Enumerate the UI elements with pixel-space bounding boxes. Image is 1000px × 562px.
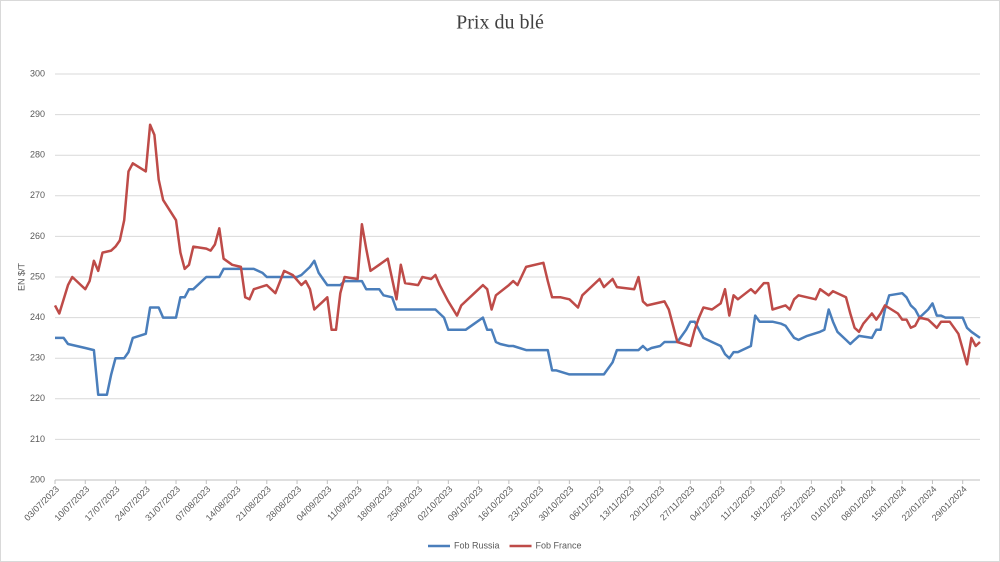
y-tick-label: 210 <box>30 434 45 444</box>
y-axis-label: EN $/T <box>16 262 26 291</box>
y-tick-label: 260 <box>30 231 45 241</box>
y-tick-label: 290 <box>30 109 45 119</box>
y-tick-label: 270 <box>30 190 45 200</box>
y-tick-label: 300 <box>30 68 45 78</box>
y-tick-label: 240 <box>30 312 45 322</box>
chart-title: Prix du blé <box>456 12 544 34</box>
y-tick-label: 200 <box>30 474 45 484</box>
legend-label: Fob France <box>536 540 582 550</box>
y-tick-label: 220 <box>30 393 45 403</box>
y-tick-label: 250 <box>30 271 45 281</box>
y-tick-label: 230 <box>30 353 45 363</box>
series-line <box>53 123 981 366</box>
legend-label: Fob Russia <box>454 540 500 550</box>
y-tick-label: 280 <box>30 150 45 160</box>
series-line <box>55 259 981 396</box>
